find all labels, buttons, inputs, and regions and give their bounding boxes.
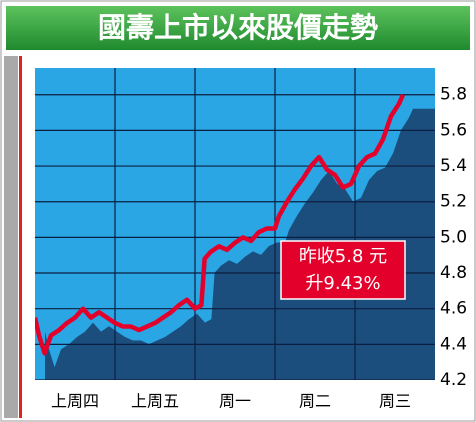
price-line (35, 93, 406, 356)
x-tick-label: 周二 (299, 392, 331, 411)
annotation-text: 昨收5.8 元 (299, 246, 387, 267)
x-tick-label: 上周四 (51, 392, 99, 411)
shadow-area (45, 108, 435, 380)
y-tick-label: 5.2 (440, 192, 467, 212)
x-tick-label: 周三 (379, 392, 411, 411)
title-bar (6, 6, 470, 50)
annotation-box (280, 240, 406, 300)
y-tick-label: 4.2 (440, 370, 467, 390)
y-tick-label: 5.0 (440, 227, 467, 247)
y-tick-label: 5.6 (440, 120, 467, 140)
side-strip (4, 56, 18, 418)
annotation-text: 升9.43% (305, 273, 380, 294)
x-tick-label: 周一 (219, 392, 251, 411)
chart-title: 國壽上市以來股價走勢 (98, 11, 378, 44)
y-tick-label: 4.6 (440, 299, 467, 319)
side-line (19, 56, 22, 418)
x-tick-label: 上周五 (131, 392, 179, 411)
y-tick-label: 4.8 (440, 263, 467, 283)
y-tick-label: 4.4 (440, 334, 467, 354)
y-tick-label: 5.4 (440, 156, 467, 176)
y-tick-label: 5.8 (440, 85, 467, 105)
